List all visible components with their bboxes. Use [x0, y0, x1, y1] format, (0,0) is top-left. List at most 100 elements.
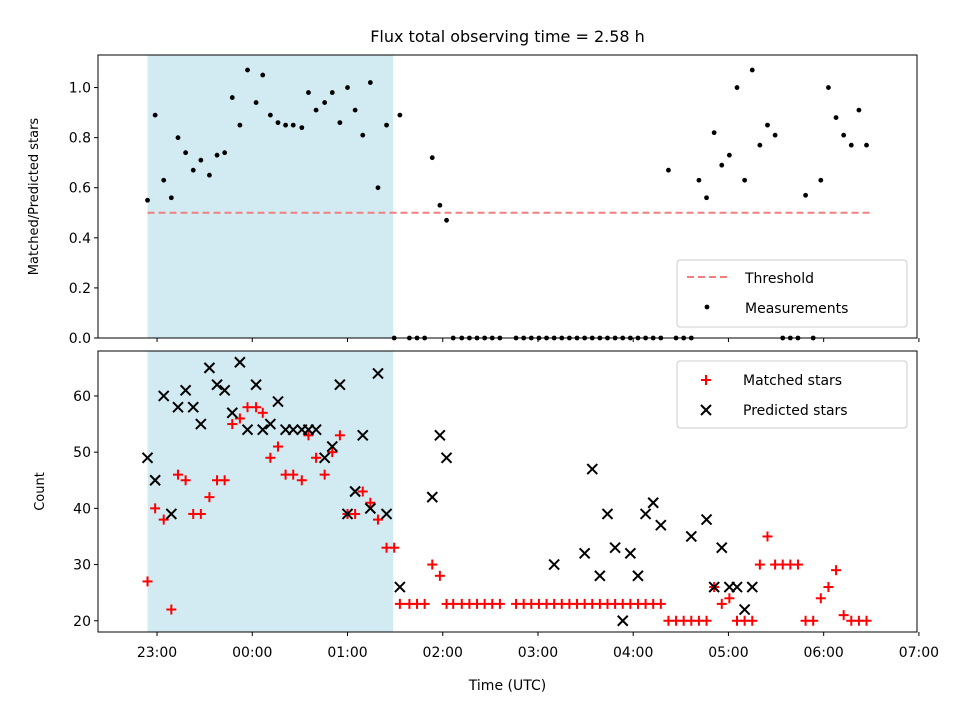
- y-tick-label: 60: [73, 389, 91, 405]
- matched-star-marker: [716, 598, 727, 609]
- matched-star-marker: [434, 570, 445, 581]
- matched-star-marker: [861, 615, 872, 626]
- predicted-star-marker: [203, 362, 216, 374]
- x-tick-label: 07:00: [899, 645, 939, 661]
- y-tick-label: 50: [73, 445, 91, 461]
- bottom-y-axis-label: Count: [33, 472, 48, 511]
- y-tick-label: 0.0: [69, 331, 91, 347]
- predicted-star-marker: [716, 541, 728, 554]
- legend-predicted-swatch: [700, 404, 712, 416]
- matched-star-marker: [195, 508, 206, 519]
- predicted-star-marker: [218, 384, 231, 397]
- matched-star-marker: [251, 402, 262, 413]
- measurement-point: [345, 85, 350, 90]
- predicted-star-marker: [234, 356, 246, 368]
- predicted-star-marker: [341, 508, 354, 520]
- measurement-point: [337, 120, 343, 126]
- legend-x-glyph: [700, 404, 712, 416]
- legend-matched-swatch: [701, 375, 711, 385]
- predicted-star-marker: [548, 558, 560, 571]
- predicted-star-marker: [632, 570, 644, 582]
- measurement-point: [444, 217, 449, 223]
- predicted-star-marker: [195, 418, 207, 430]
- measurement-point: [818, 177, 824, 183]
- x-tick-label: 03:00: [518, 645, 558, 661]
- measurement-point: [168, 195, 174, 201]
- bottom-y-ticks: 20 30 40 50 60: [73, 389, 98, 630]
- matched-star-marker: [724, 593, 735, 604]
- predicted-star-marker: [372, 367, 384, 380]
- measurement-point: [666, 167, 671, 173]
- matched-star-marker: [372, 514, 383, 525]
- x-tick-label: 06:00: [803, 645, 843, 661]
- matched-star-marker: [296, 475, 307, 486]
- matched-star-marker: [311, 452, 322, 463]
- matched-star-marker: [319, 469, 330, 480]
- matched-star-marker: [288, 469, 299, 480]
- measurement-point: [299, 125, 305, 131]
- measurement-points: [145, 67, 869, 341]
- top-plot-frame: [97, 54, 918, 339]
- measurement-point: [696, 177, 702, 183]
- measurement-point: [352, 107, 358, 113]
- predicted-stars-points: [141, 356, 758, 627]
- top-x-ticks: [156, 338, 920, 342]
- chart-title: Flux total observing time = 2.58 h: [370, 27, 645, 46]
- measurement-point: [429, 155, 435, 161]
- predicted-star-marker: [708, 581, 720, 593]
- y-tick-label: 0.4: [69, 231, 91, 247]
- matched-star-marker: [394, 598, 405, 609]
- measurement-point: [260, 72, 266, 78]
- predicted-star-marker: [264, 418, 277, 430]
- measurement-point: [214, 152, 220, 158]
- measurement-point: [757, 142, 763, 148]
- measurement-point: [175, 135, 181, 141]
- matched-star-marker: [754, 559, 765, 570]
- predicted-star-marker: [158, 390, 170, 402]
- x-tick-label: 02:00: [423, 645, 463, 661]
- measurement-point: [245, 67, 250, 73]
- matched-star-marker: [334, 430, 345, 441]
- measurement-point: [152, 112, 158, 118]
- y-tick-label: 40: [73, 501, 91, 517]
- predicted-star-marker: [165, 508, 178, 520]
- top-panel: 0.0 0.2 0.4 0.6 0.8 1.0 Flux total observing …: [27, 27, 920, 347]
- matched-star-marker: [419, 598, 430, 609]
- bottom-panel: 20 30 40 50 60 23:00 00:00 01:00 02:00 03:00 04:0…: [33, 350, 939, 694]
- x-tick-label: 23:00: [137, 645, 177, 661]
- matched-star-marker: [389, 542, 400, 553]
- measurement-point: [145, 197, 150, 203]
- predicted-star-marker: [594, 570, 606, 582]
- measurement-point: [183, 150, 189, 156]
- predicted-star-marker: [272, 395, 284, 408]
- measurement-point: [826, 85, 831, 90]
- predicted-star-marker: [380, 508, 393, 520]
- matched-stars-points: [142, 402, 872, 626]
- matched-star-marker: [494, 598, 505, 609]
- matched-star-marker: [142, 576, 153, 587]
- y-tick-label: 0.8: [69, 131, 91, 147]
- matched-star-marker: [242, 402, 253, 413]
- x-tick-label: 04:00: [613, 645, 653, 661]
- measurement-point: [267, 112, 273, 118]
- measurement-point: [765, 122, 770, 128]
- measurement-point: [397, 112, 403, 118]
- matched-star-marker: [808, 615, 819, 626]
- measurement-point: [329, 90, 335, 95]
- x-tick-label: 00:00: [232, 645, 272, 661]
- y-tick-label: 1.0: [69, 81, 91, 97]
- measurement-point: [848, 142, 854, 148]
- measurement-point: [207, 172, 212, 178]
- predicted-star-marker: [738, 603, 751, 616]
- top-legend-box: [676, 259, 908, 328]
- predicted-star-marker: [226, 407, 238, 419]
- measurement-point: [360, 132, 366, 138]
- legend-measurements-swatch: [704, 304, 710, 310]
- measurement-point: [190, 167, 196, 173]
- matched-star-marker: [180, 475, 191, 486]
- measurement-point: [711, 130, 717, 136]
- measurement-point: [833, 115, 839, 121]
- predicted-star-marker: [746, 581, 758, 593]
- predicted-star-marker: [647, 497, 659, 509]
- measurement-point: [306, 90, 311, 95]
